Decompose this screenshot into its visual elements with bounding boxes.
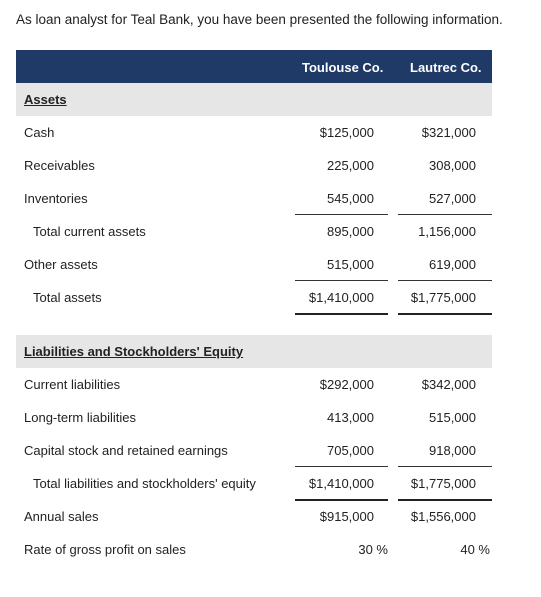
total-rule bbox=[295, 313, 388, 315]
subtotal-rule bbox=[295, 280, 388, 281]
toulouse-value: 30 % bbox=[358, 542, 388, 557]
lautrec-value: $321,000 bbox=[421, 125, 476, 140]
toulouse-value: 225,000 bbox=[327, 158, 374, 173]
row-label: Cash bbox=[24, 125, 55, 140]
row-annual-sales: Annual sales $915,000 $1,556,000 bbox=[0, 500, 541, 533]
lautrec-value: 918,000 bbox=[429, 443, 476, 458]
row-label: Receivables bbox=[24, 158, 95, 173]
row-label: Total current assets bbox=[33, 224, 146, 239]
column-header-lautrec: Lautrec Co. bbox=[410, 60, 482, 75]
row-capital-stock: Capital stock and retained earnings 705,… bbox=[0, 434, 541, 467]
row-long-term-liabilities: Long-term liabilities 413,000 515,000 bbox=[0, 401, 541, 434]
lautrec-value: 515,000 bbox=[429, 410, 476, 425]
row-gross-profit-rate: Rate of gross profit on sales 30 % 40 % bbox=[0, 533, 541, 566]
row-label: Current liabilities bbox=[24, 377, 121, 392]
total-rule bbox=[295, 499, 388, 501]
subtotal-rule bbox=[398, 214, 492, 215]
toulouse-value: $1,410,000 bbox=[308, 476, 374, 491]
total-rule bbox=[398, 499, 492, 501]
row-total-liabilities-equity: Total liabilities and stockholders' equi… bbox=[0, 467, 541, 500]
lautrec-value: $342,000 bbox=[421, 377, 476, 392]
intro-text: As loan analyst for Teal Bank, you have … bbox=[16, 12, 503, 27]
toulouse-value: $915,000 bbox=[319, 509, 374, 524]
row-total-current-assets: Total current assets 895,000 1,156,000 bbox=[0, 215, 541, 248]
subtotal-rule bbox=[295, 214, 388, 215]
row-other-assets: Other assets 515,000 619,000 bbox=[0, 248, 541, 281]
row-inventories: Inventories 545,000 527,000 bbox=[0, 182, 541, 215]
liabilities-section-title: Liabilities and Stockholders' Equity bbox=[24, 344, 244, 359]
subtotal-rule bbox=[398, 280, 492, 281]
row-label: Rate of gross profit on sales bbox=[24, 542, 186, 557]
row-label: Inventories bbox=[24, 191, 88, 206]
column-header-toulouse: Toulouse Co. bbox=[302, 60, 384, 75]
toulouse-value: $292,000 bbox=[319, 377, 374, 392]
lautrec-value: $1,775,000 bbox=[410, 476, 476, 491]
lautrec-value: 527,000 bbox=[429, 191, 476, 206]
column-header-bar bbox=[16, 50, 492, 83]
total-rule bbox=[398, 313, 492, 315]
row-label: Capital stock and retained earnings bbox=[24, 443, 228, 458]
toulouse-value: $1,410,000 bbox=[308, 290, 374, 305]
row-receivables: Receivables 225,000 308,000 bbox=[0, 149, 541, 182]
liabilities-section-bar bbox=[16, 335, 492, 368]
toulouse-value: $125,000 bbox=[319, 125, 374, 140]
row-cash: Cash $125,000 $321,000 bbox=[0, 116, 541, 149]
toulouse-value: 895,000 bbox=[327, 224, 374, 239]
lautrec-value: $1,556,000 bbox=[410, 509, 476, 524]
assets-section-bar bbox=[16, 83, 492, 116]
row-label: Long-term liabilities bbox=[24, 410, 136, 425]
lautrec-value: 40 % bbox=[460, 542, 490, 557]
row-total-assets: Total assets $1,410,000 $1,775,000 bbox=[0, 281, 541, 314]
row-label: Total assets bbox=[33, 290, 102, 305]
lautrec-value: $1,775,000 bbox=[410, 290, 476, 305]
row-label: Annual sales bbox=[24, 509, 99, 524]
toulouse-value: 705,000 bbox=[327, 443, 374, 458]
row-label: Total liabilities and stockholders' equi… bbox=[33, 476, 256, 491]
lautrec-value: 308,000 bbox=[429, 158, 476, 173]
assets-section-title: Assets bbox=[24, 92, 67, 107]
toulouse-value: 413,000 bbox=[327, 410, 374, 425]
subtotal-rule bbox=[295, 466, 388, 467]
row-label: Other assets bbox=[24, 257, 98, 272]
row-current-liabilities: Current liabilities $292,000 $342,000 bbox=[0, 368, 541, 401]
lautrec-value: 1,156,000 bbox=[418, 224, 476, 239]
subtotal-rule bbox=[398, 466, 492, 467]
toulouse-value: 515,000 bbox=[327, 257, 374, 272]
lautrec-value: 619,000 bbox=[429, 257, 476, 272]
toulouse-value: 545,000 bbox=[327, 191, 374, 206]
